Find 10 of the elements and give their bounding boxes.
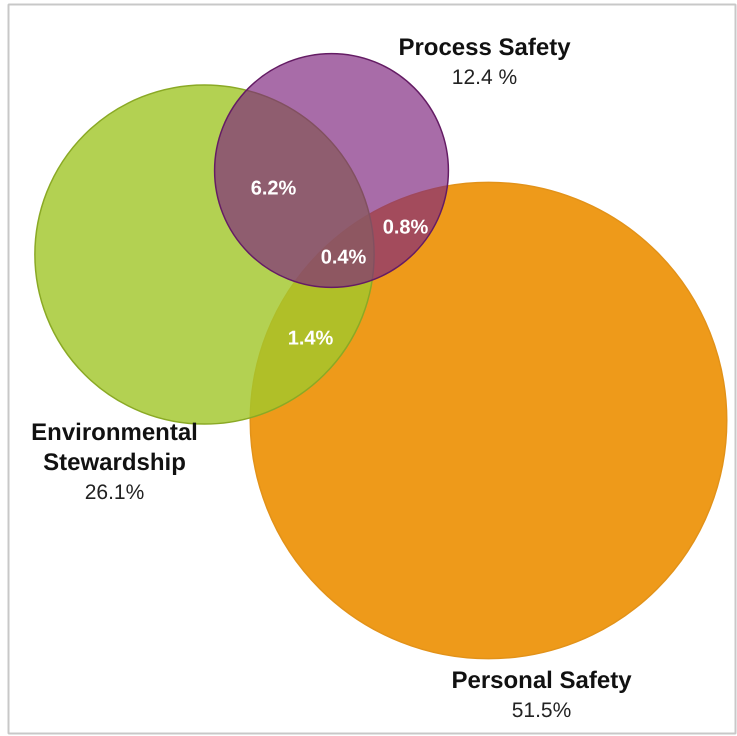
text: 0.4%: [320, 246, 367, 268]
text: 1.4%: [288, 328, 334, 350]
data-label: 12.4 %: [452, 66, 518, 89]
category-label: Process Safety: [398, 34, 572, 61]
data-label: 51.5%: [512, 699, 572, 722]
data-label: 26.1%: [84, 481, 144, 504]
category-label: Personal Safety: [451, 667, 632, 694]
text: 0.8%: [382, 216, 429, 238]
category-label: Environmental Stewardship: [31, 419, 198, 476]
text: 6.2%: [250, 178, 297, 200]
